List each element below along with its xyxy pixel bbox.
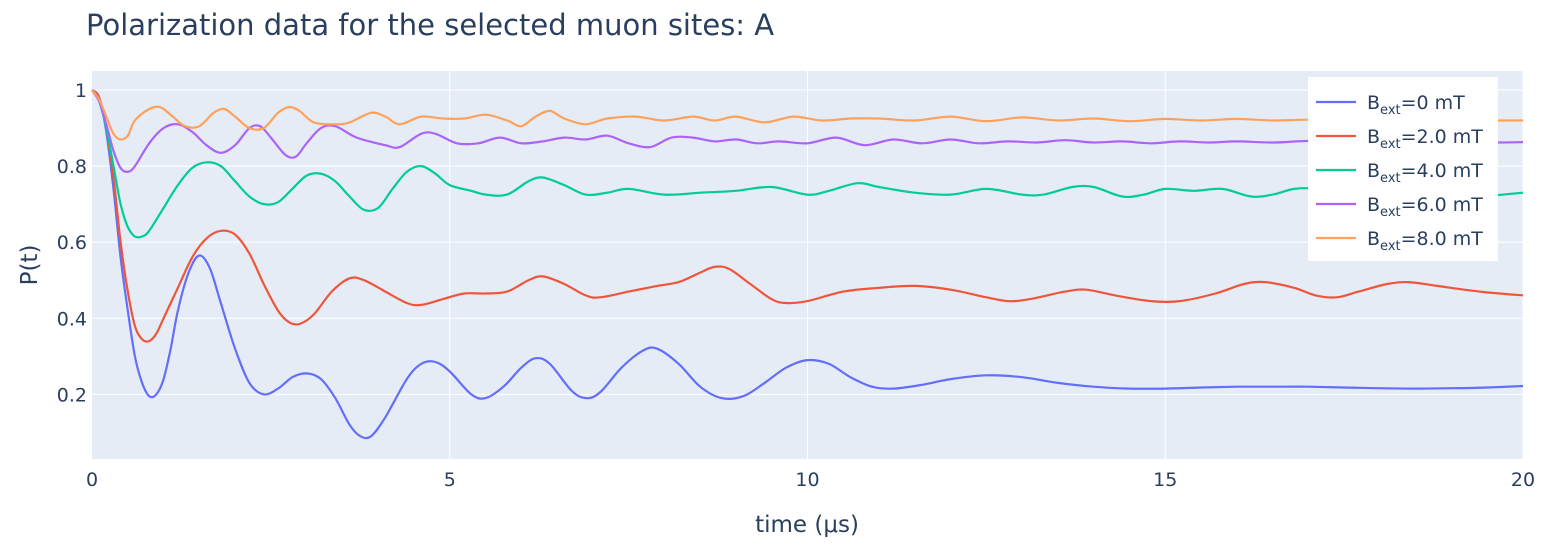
legend-item[interactable]: Bext=6.0 mT <box>1316 194 1483 220</box>
legend-label-main: B <box>1367 228 1380 250</box>
legend-label-tail: =0 mT <box>1401 92 1466 114</box>
legend-label-main: B <box>1367 194 1380 216</box>
legend-label: Bext=8.0 mT <box>1367 228 1483 254</box>
y-tick-label: 1 <box>75 80 87 102</box>
y-tick-label: 0.2 <box>57 384 87 406</box>
legend-label-tail: =6.0 mT <box>1401 194 1484 216</box>
legend-label: Bext=2.0 mT <box>1367 126 1483 152</box>
y-axis-title: P(t) <box>17 245 43 286</box>
legend-label-sub: ext <box>1380 137 1401 152</box>
legend-item[interactable]: Bext=4.0 mT <box>1316 160 1483 186</box>
y-tick-label: 0.8 <box>57 156 87 178</box>
y-tick-label: 0.6 <box>57 232 87 254</box>
series-line-2 <box>91 89 1524 239</box>
legend-label-main: B <box>1367 92 1380 114</box>
legend-label-main: B <box>1367 126 1380 148</box>
legend-label-sub: ext <box>1380 239 1401 254</box>
gridlines <box>92 71 1524 459</box>
series-line-0 <box>91 89 1524 440</box>
tick-labels: 0 5 10 15 20 0.2 0.4 0.6 0.8 1 <box>57 80 1535 491</box>
legend-label: Bext=4.0 mT <box>1367 160 1483 186</box>
legend-label: Bext=6.0 mT <box>1367 194 1483 220</box>
x-tick-label: 0 <box>86 469 98 491</box>
series-line-1 <box>91 89 1524 343</box>
legend-label-main: B <box>1367 160 1380 182</box>
x-tick-label: 10 <box>795 469 819 491</box>
y-tick-label: 0.4 <box>57 308 87 330</box>
legend-item[interactable]: Bext=2.0 mT <box>1316 126 1483 152</box>
legend-label-sub: ext <box>1380 171 1401 186</box>
series-layer <box>91 89 1524 440</box>
legend-label-sub: ext <box>1380 103 1401 118</box>
legend-label-tail: =4.0 mT <box>1401 160 1484 182</box>
x-axis-title: time (μs) <box>755 512 859 538</box>
legend-item[interactable]: Bext=0 mT <box>1316 92 1465 118</box>
x-tick-label: 15 <box>1153 469 1177 491</box>
x-tick-label: 5 <box>444 469 456 491</box>
series-line-3 <box>91 89 1524 173</box>
legend-label-tail: =2.0 mT <box>1401 126 1484 148</box>
legend-label: Bext=0 mT <box>1367 92 1465 118</box>
legend-item[interactable]: Bext=8.0 mT <box>1316 228 1483 254</box>
series-line-4 <box>91 89 1523 141</box>
legend-label-sub: ext <box>1380 205 1401 220</box>
legend-label-tail: =8.0 mT <box>1401 228 1484 250</box>
x-tick-label: 20 <box>1511 469 1535 491</box>
chart-title: Polarization data for the selected muon … <box>86 8 775 42</box>
